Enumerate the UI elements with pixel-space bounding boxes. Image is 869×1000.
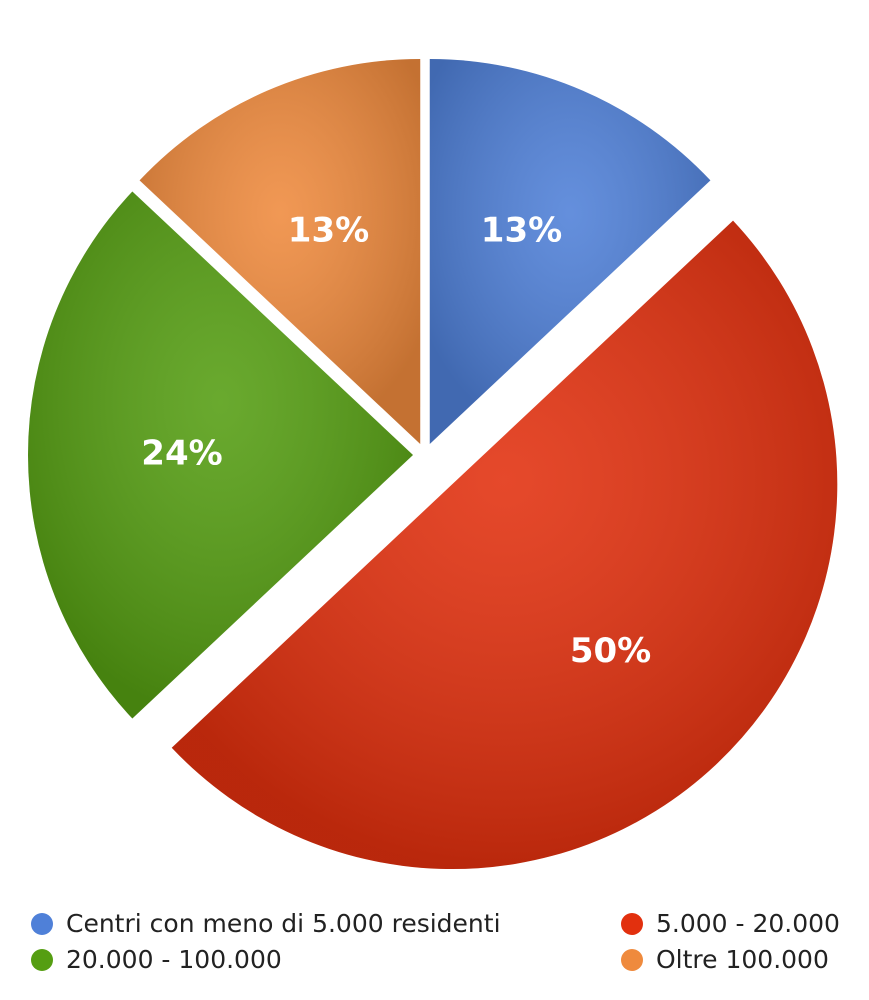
slice-shade	[139, 58, 421, 444]
value-label: 13%	[481, 210, 562, 250]
slice-shade	[27, 191, 413, 719]
legend: Centri con meno di 5.000 residenti 5.000 …	[31, 909, 840, 974]
legend-label: Centri con meno di 5.000 residenti	[66, 909, 501, 938]
value-label: 24%	[141, 434, 222, 474]
legend-label: 5.000 - 20.000	[656, 909, 840, 938]
legend-label: Oltre 100.000	[656, 945, 829, 974]
legend-swatch	[31, 913, 53, 935]
legend-swatch	[31, 949, 53, 971]
slice-shade	[171, 220, 838, 870]
value-label: 50%	[570, 631, 651, 671]
value-label: 13%	[288, 210, 369, 250]
pie: 13% 50% 24% 13%	[27, 58, 838, 870]
slice-shade	[429, 58, 711, 444]
legend-swatch	[621, 949, 643, 971]
legend-label: 20.000 - 100.000	[66, 945, 282, 974]
legend-swatch	[621, 913, 643, 935]
